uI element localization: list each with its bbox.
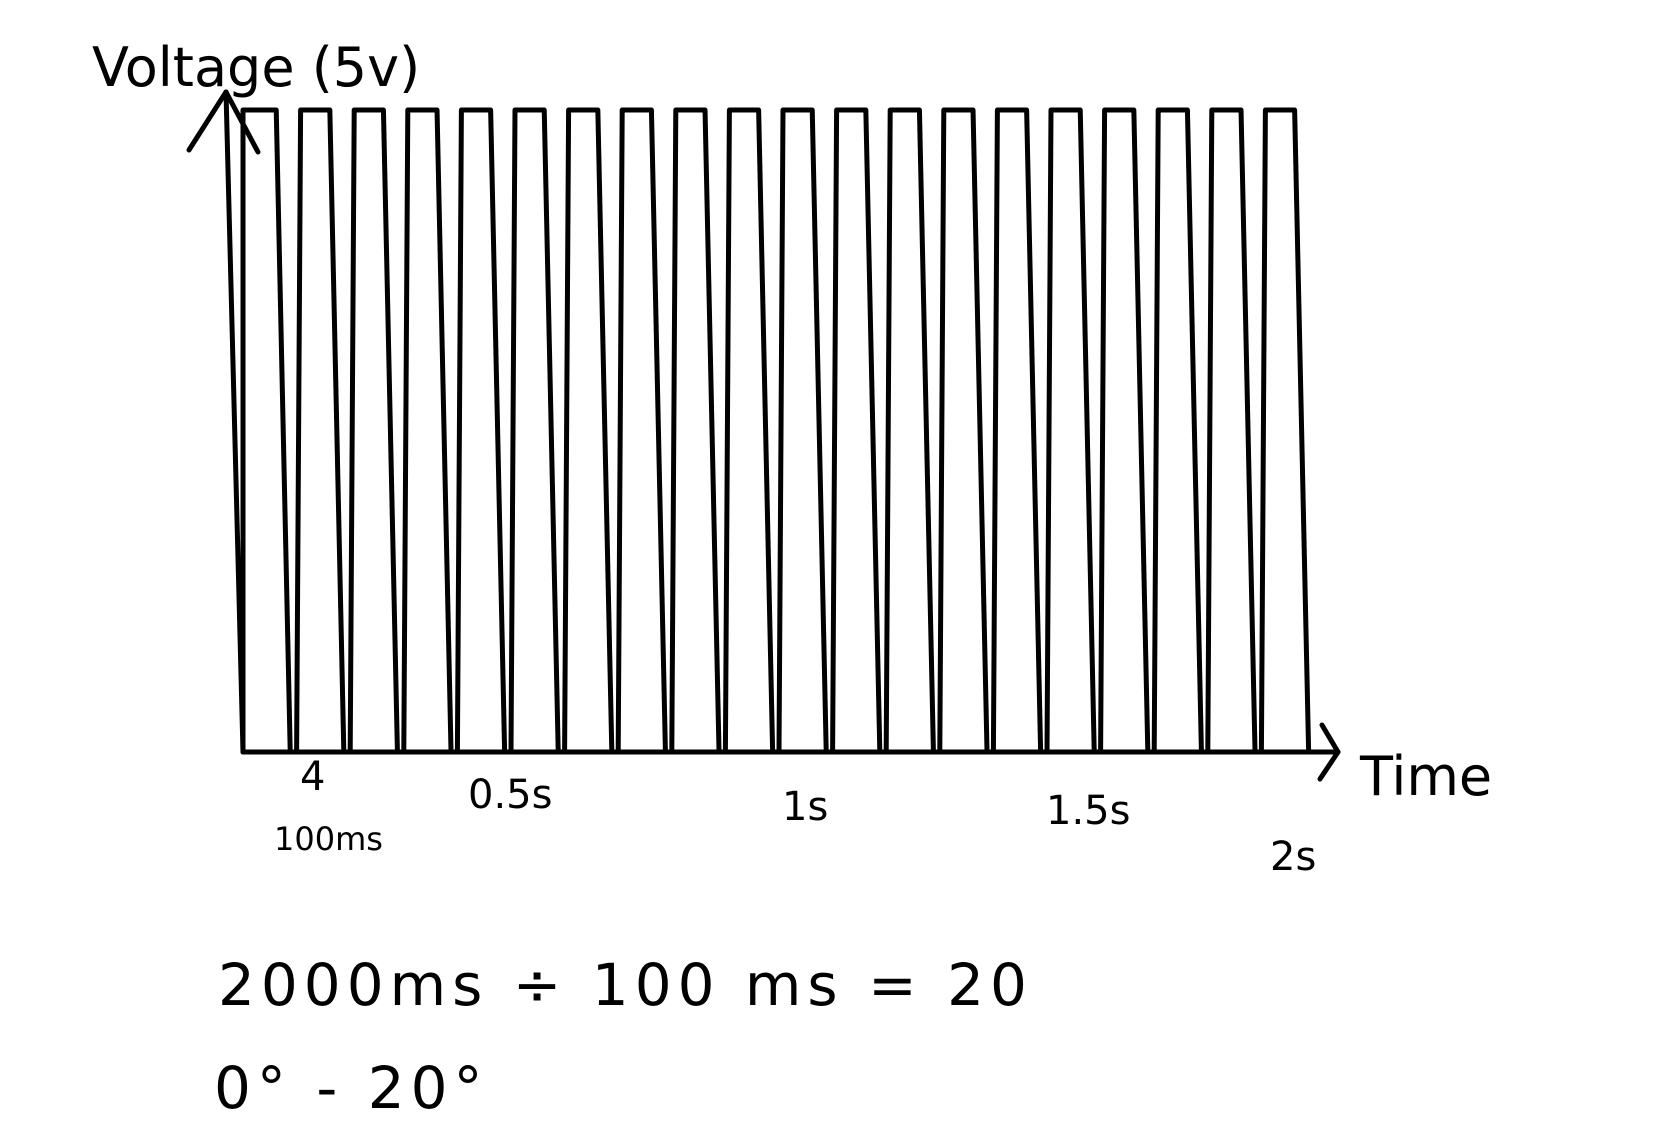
- tick-label-0-5s: 0.5s: [468, 772, 552, 818]
- y-axis-label: Voltage (5v): [92, 36, 420, 99]
- square-wave: [240, 107, 1315, 755]
- tick-label-4: 4: [300, 754, 325, 800]
- calculation-note: 2000ms ÷ 100 ms = 20: [218, 951, 1033, 1019]
- tick-label-100ms: 100ms: [274, 820, 383, 858]
- tick-label-1-5s: 1.5s: [1046, 788, 1130, 834]
- tick-label-1s: 1s: [782, 784, 828, 830]
- x-axis-arrowhead: [1317, 722, 1341, 782]
- y-axis-arrowhead: [186, 89, 261, 155]
- range-note: 0° - 20°: [214, 1054, 489, 1122]
- y-axis: [223, 89, 246, 755]
- x-axis-label: Time: [1359, 745, 1492, 808]
- tick-label-2s: 2s: [1270, 834, 1316, 880]
